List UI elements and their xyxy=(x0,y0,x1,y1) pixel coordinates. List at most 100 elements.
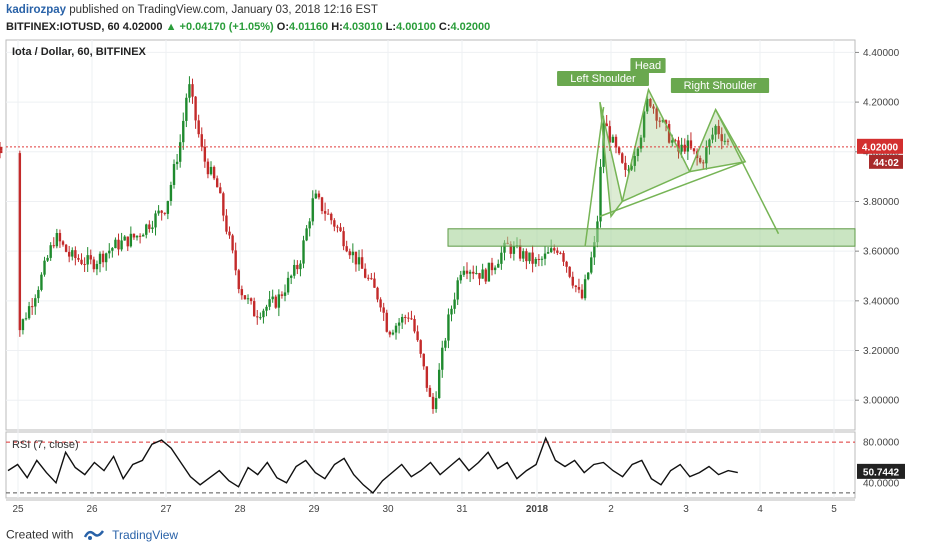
candle-body xyxy=(413,319,416,332)
candle-body xyxy=(475,273,478,275)
candle-body xyxy=(314,193,318,199)
candle-body xyxy=(191,84,194,97)
x-tick-label: 2 xyxy=(608,504,614,515)
candle-body xyxy=(101,253,105,263)
candle-body xyxy=(61,241,65,245)
x-tick-label: 3 xyxy=(683,504,689,515)
candle-body xyxy=(388,331,392,335)
candle-body xyxy=(459,274,462,281)
candle-body xyxy=(726,140,730,142)
neckline xyxy=(599,161,746,218)
candle-body xyxy=(633,156,636,166)
candle-body xyxy=(212,166,216,179)
candle-body xyxy=(175,161,179,165)
candle-body xyxy=(259,317,262,319)
y-tick-label: 3.40000 xyxy=(863,296,900,307)
published-text: published on TradingView.com, January 03… xyxy=(69,4,378,16)
candle-body xyxy=(172,164,176,185)
candle-body xyxy=(553,248,556,251)
candle-body xyxy=(299,263,302,270)
candle-body xyxy=(222,193,225,216)
candle-body xyxy=(46,257,49,261)
candle-body xyxy=(686,140,690,152)
candle-body xyxy=(234,250,237,271)
candle-body xyxy=(206,161,210,175)
tradingview-brand-link[interactable]: TradingView xyxy=(112,527,179,542)
candle-body xyxy=(543,253,547,259)
candle-body xyxy=(160,210,163,213)
chart-title: Iota / Dollar, 60, BITFINEX xyxy=(12,46,147,58)
candle-body xyxy=(194,96,197,121)
candle-body xyxy=(166,200,170,214)
head-label: Head xyxy=(635,60,661,72)
candle-body xyxy=(456,280,459,300)
candle-body xyxy=(55,233,59,247)
candle-body xyxy=(302,240,305,264)
candle-body xyxy=(348,251,351,256)
candle-body xyxy=(249,298,253,302)
candle-body xyxy=(80,259,83,264)
candle-body xyxy=(630,165,633,170)
candle-body xyxy=(293,264,296,276)
candle-body xyxy=(145,224,148,235)
support-zone xyxy=(447,228,856,247)
candle-body xyxy=(77,258,80,260)
rsi-value-label: 50.7442 xyxy=(863,467,900,478)
price-value: 4.02000 xyxy=(122,21,163,33)
candle-body xyxy=(74,250,77,259)
right-shoulder-label-bg xyxy=(670,78,770,93)
y-tick-label: 3.00000 xyxy=(863,396,900,407)
candle-body xyxy=(30,306,34,308)
target-projection-line xyxy=(714,109,780,235)
candle-body xyxy=(447,314,450,341)
candle-body xyxy=(689,140,693,149)
candle-body xyxy=(664,120,668,125)
candle-body xyxy=(652,106,655,109)
candle-body xyxy=(188,84,191,98)
candle-body xyxy=(169,184,173,201)
candle-body xyxy=(667,124,671,143)
candle-body xyxy=(345,246,348,252)
candle-body xyxy=(441,347,444,370)
candle-body xyxy=(639,137,643,149)
candle-body xyxy=(86,255,89,265)
y-tick-label: 3.80000 xyxy=(863,197,900,208)
candle-body xyxy=(534,258,537,264)
candle-body xyxy=(522,251,525,259)
candle-body xyxy=(138,235,142,237)
candle-body xyxy=(571,276,574,286)
candle-body xyxy=(317,193,321,198)
candle-body xyxy=(104,253,108,263)
candle-body xyxy=(540,258,544,260)
candle-body xyxy=(431,396,435,410)
candle-body xyxy=(698,158,702,163)
candle-body xyxy=(117,239,120,250)
candle-body xyxy=(593,242,596,258)
candle-body xyxy=(151,227,154,230)
candle-body xyxy=(385,312,388,332)
candle-body xyxy=(481,269,484,279)
candle-body xyxy=(608,126,611,143)
candle-body xyxy=(311,198,314,222)
candle-body xyxy=(351,251,355,256)
candle-body xyxy=(717,125,720,135)
candle-body xyxy=(252,301,256,317)
candle-body xyxy=(228,231,231,236)
x-tick-label: 27 xyxy=(160,504,172,515)
candle-body xyxy=(649,99,652,107)
candle-body xyxy=(283,292,287,296)
candle-body xyxy=(64,244,68,252)
author-link[interactable]: kadirozpay xyxy=(6,4,67,16)
candle-body xyxy=(428,387,432,397)
left-shoulder-shape xyxy=(599,101,624,219)
candle-body xyxy=(52,245,55,247)
x-tick-label: 31 xyxy=(456,504,468,515)
candle-body xyxy=(157,210,160,214)
candle-body xyxy=(92,259,96,270)
candle-body xyxy=(243,295,247,300)
candle-body xyxy=(114,239,117,249)
candle-body xyxy=(497,263,500,268)
tradingview-logo-icon xyxy=(83,527,105,544)
right-shoulder-shape xyxy=(688,107,747,173)
